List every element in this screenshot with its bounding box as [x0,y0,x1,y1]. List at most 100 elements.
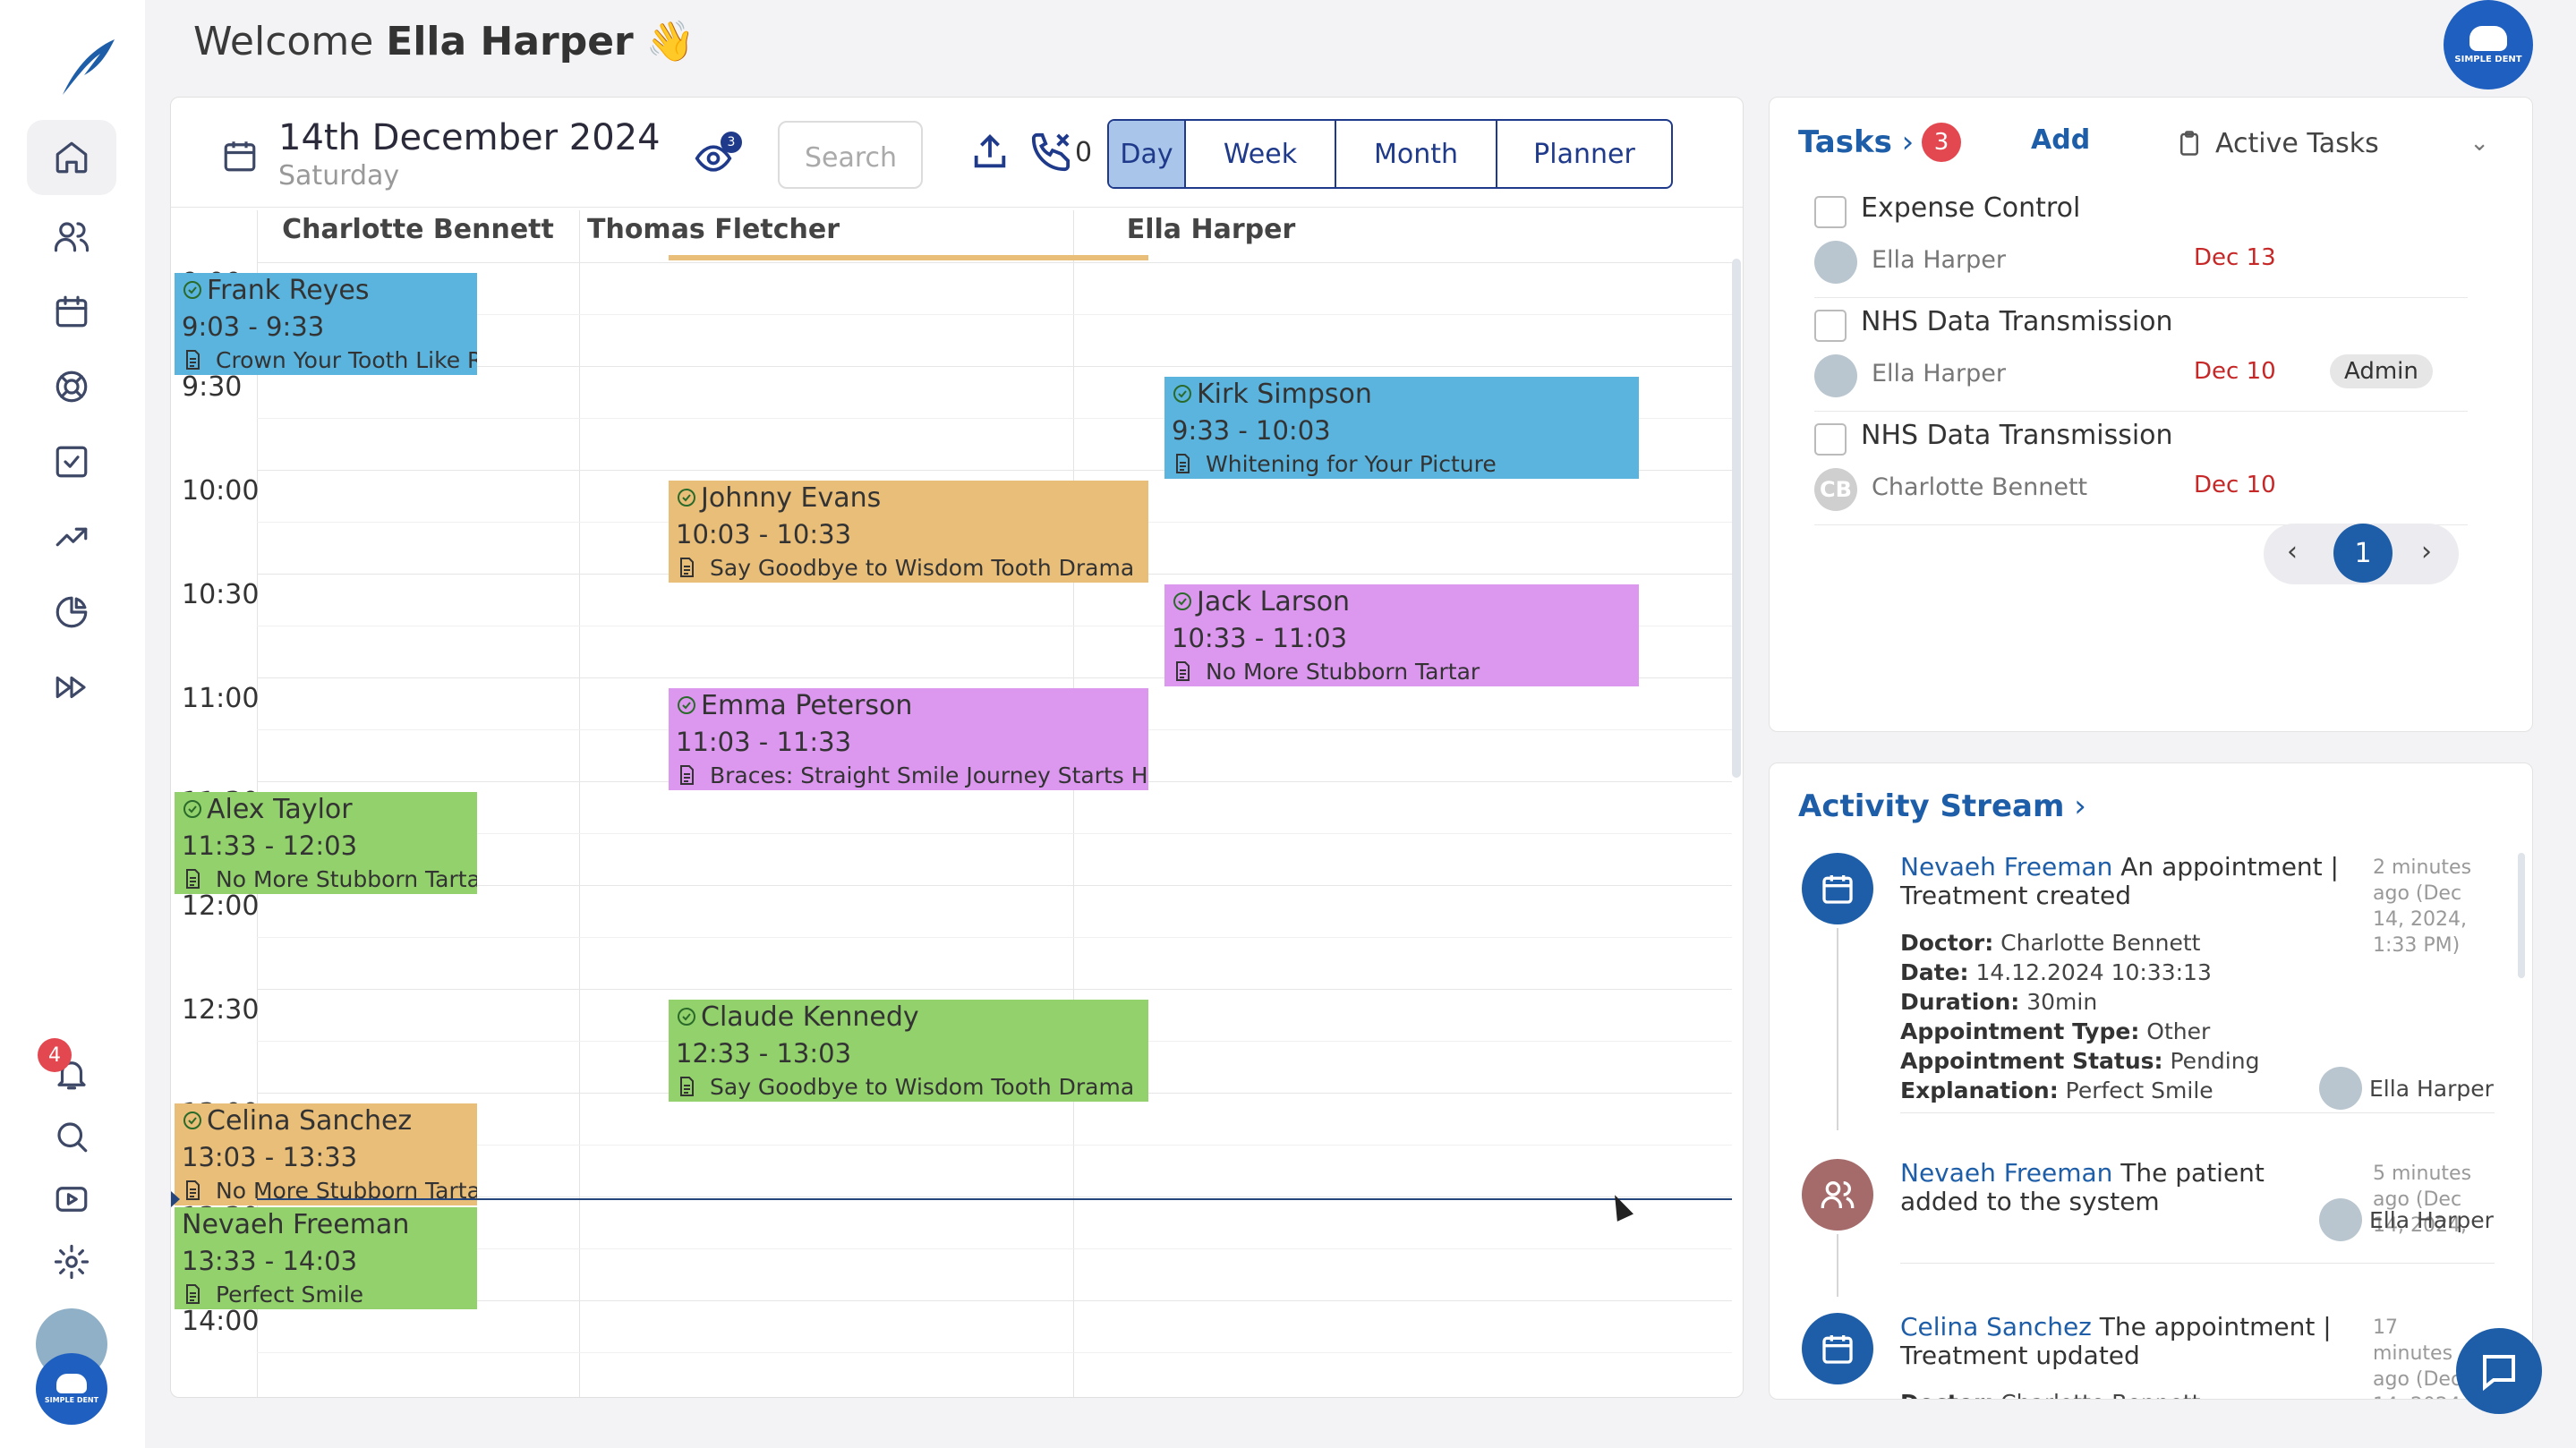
appointment-card[interactable]: Nevaeh Freeman 13:33 - 14:03 Perfect Smile [175,1206,477,1309]
task-item[interactable]: NHS Data Transmission Ella Harper Dec 10 Ad… [1814,299,2468,412]
appointment-time: 9:33 - 10:03 [1172,414,1331,446]
tasks-title-link[interactable]: Tasks › [1798,124,1914,160]
appointment-patient: Jack Larson [1172,586,1632,618]
appointment-time: 10:03 - 10:33 [676,518,852,549]
author-name: Ella Harper [2369,1075,2494,1102]
task-checkbox[interactable] [1814,310,1847,342]
grid-scrollbar[interactable] [1732,259,1741,778]
missed-calls-button[interactable]: 0 [1030,130,1102,175]
appointment-treatment: Say Goodbye to Wisdom Tooth Drama [676,1074,1141,1100]
search-input[interactable]: Search [778,121,923,189]
activity-actor-link[interactable]: Nevaeh Freeman [1900,852,2113,882]
nav-support[interactable] [27,349,116,424]
detail-key: Duration: [1900,989,2020,1015]
current-time-line [257,1198,1732,1201]
nav-tasks[interactable] [27,424,116,499]
time-label: 11:00 [182,683,260,714]
activity-scrollbar[interactable] [2518,853,2525,978]
activity-detail: Doctor: Charlotte Bennett [1900,930,2200,956]
nav-settings[interactable] [27,1224,116,1299]
patient-name: Jack Larson [1197,585,1351,618]
add-task-button[interactable]: Add [2031,124,2091,156]
activity-title: Activity Stream [1798,788,2065,824]
activity-detail: Appointment Status: Pending [1900,1048,2259,1074]
export-button[interactable] [969,132,1012,175]
quarter-line [257,314,1732,315]
visibility-toggle[interactable]: 3 [694,132,742,178]
sidebar: 4 SIMPLE DENT [0,0,145,1448]
clinic-logo[interactable]: SIMPLE DENT [36,1353,107,1425]
nav-statistics[interactable] [27,575,116,650]
chat-button[interactable] [2456,1328,2542,1414]
appointment-card[interactable]: Emma Peterson 11:03 - 11:33 Braces: Straig… [669,687,1148,790]
time-label: 12:30 [182,994,260,1026]
gear-icon [54,1244,90,1280]
appointment-card[interactable]: Johnny Evans 10:03 - 10:33 Say Goodbye to … [669,480,1148,583]
quarter-line [257,1352,1732,1353]
nav-home[interactable] [27,120,116,195]
appointment-card[interactable]: Claude Kennedy 12:33 - 13:03 Say Goodbye t… [669,999,1148,1102]
author-name: Ella Harper [2369,1206,2494,1233]
task-filter-select[interactable]: Active Tasks ⌄ [2176,123,2498,164]
author-avatar [2319,1198,2362,1241]
activity-type-badge [1802,1313,1873,1384]
appointment-card[interactable]: Kirk Simpson 9:33 - 10:03 Whitening for Yo… [1164,376,1639,479]
activity-actor-link[interactable]: Celina Sanchez [1900,1312,2092,1342]
appointment-time: 11:33 - 12:03 [182,830,358,861]
confirmed-check-icon [183,800,201,819]
view-day-button[interactable]: Day [1109,121,1186,187]
upload-icon [974,134,1006,168]
activity-actor-link[interactable]: Nevaeh Freeman [1900,1158,2113,1188]
view-planner-button[interactable]: Planner [1533,138,1635,170]
nav-forward[interactable] [27,650,116,725]
patient-name: Kirk Simpson [1197,378,1372,410]
appointment-patient: Nevaeh Freeman [182,1209,470,1240]
confirmed-check-icon [1173,385,1191,404]
detail-key: Appointment Status: [1900,1048,2163,1074]
calendar-icon [55,295,88,328]
schedule-grid[interactable]: 9:009:3010:0010:3011:0011:3012:0012:3013… [171,210,1743,1397]
task-item[interactable]: Expense Control Ella Harper Dec 13 [1814,185,2468,298]
appointment-card[interactable]: Celina Sanchez 13:03 - 13:33 No More Stubb… [175,1103,477,1205]
appointment-treatment: Braces: Straight Smile Journey Starts H [676,762,1148,788]
appointment-card[interactable]: Vicky Fowler [669,255,1148,260]
activity-text: The appointment | Treatment updated [1900,1312,2332,1370]
calendar-panel: 14th December 2024 Saturday 3 Search 0 D… [170,97,1744,1398]
nav-videos[interactable] [27,1162,116,1237]
support-icon [55,371,88,403]
appointment-card[interactable]: Frank Reyes 9:03 - 9:33 Crown Your Tooth L… [175,272,477,375]
tooth-icon [56,1374,87,1393]
next-page-icon[interactable]: › [2421,536,2432,567]
nav-calendar[interactable] [27,274,116,349]
calendar-icon[interactable] [221,137,259,175]
prev-page-icon[interactable]: ‹ [2287,536,2298,567]
brand-logo[interactable]: SIMPLE DENT [2444,0,2533,89]
view-week-button[interactable]: Week [1186,121,1336,187]
appointment-card[interactable]: Alex Taylor 11:33 - 12:03 No More Stubborn… [175,791,477,894]
task-item[interactable]: NHS Data Transmission CB Charlotte Bennett… [1814,413,2468,525]
nav-patients[interactable] [27,199,116,274]
task-checkbox[interactable] [1814,196,1847,228]
column-header: Thomas Fletcher [587,214,840,245]
activity-title-link[interactable]: Activity Stream › [1798,788,2086,824]
current-page[interactable]: 1 [2333,524,2393,583]
nav-reports[interactable] [27,499,116,575]
patient-name: Frank Reyes [207,274,370,306]
document-icon [186,1180,200,1201]
brand-logo-text: SIMPLE DENT [2454,54,2522,64]
patient-name: Celina Sanchez [207,1104,413,1137]
confirmed-check-icon [183,1112,201,1130]
appointment-patient: Claude Kennedy [676,1001,1141,1033]
quarter-line [257,833,1732,834]
view-month-button[interactable]: Month [1336,121,1497,187]
detail-value: Other [2146,1018,2211,1044]
task-checkbox[interactable] [1814,423,1847,456]
activity-time: 17 minutes ago (Dec 14, 2024, 1:18 PM) [2373,1316,2467,1399]
appointment-card[interactable]: Jack Larson 10:33 - 11:03 No More Stubborn… [1164,583,1639,686]
app-logo[interactable] [55,36,118,98]
tasks-title: Tasks [1798,124,1892,160]
tasks-pagination: ‹ 1 › [2264,524,2459,584]
column-divider [1073,210,1074,1397]
nav-search[interactable] [27,1099,116,1174]
task-tag: Admin [2330,354,2433,388]
